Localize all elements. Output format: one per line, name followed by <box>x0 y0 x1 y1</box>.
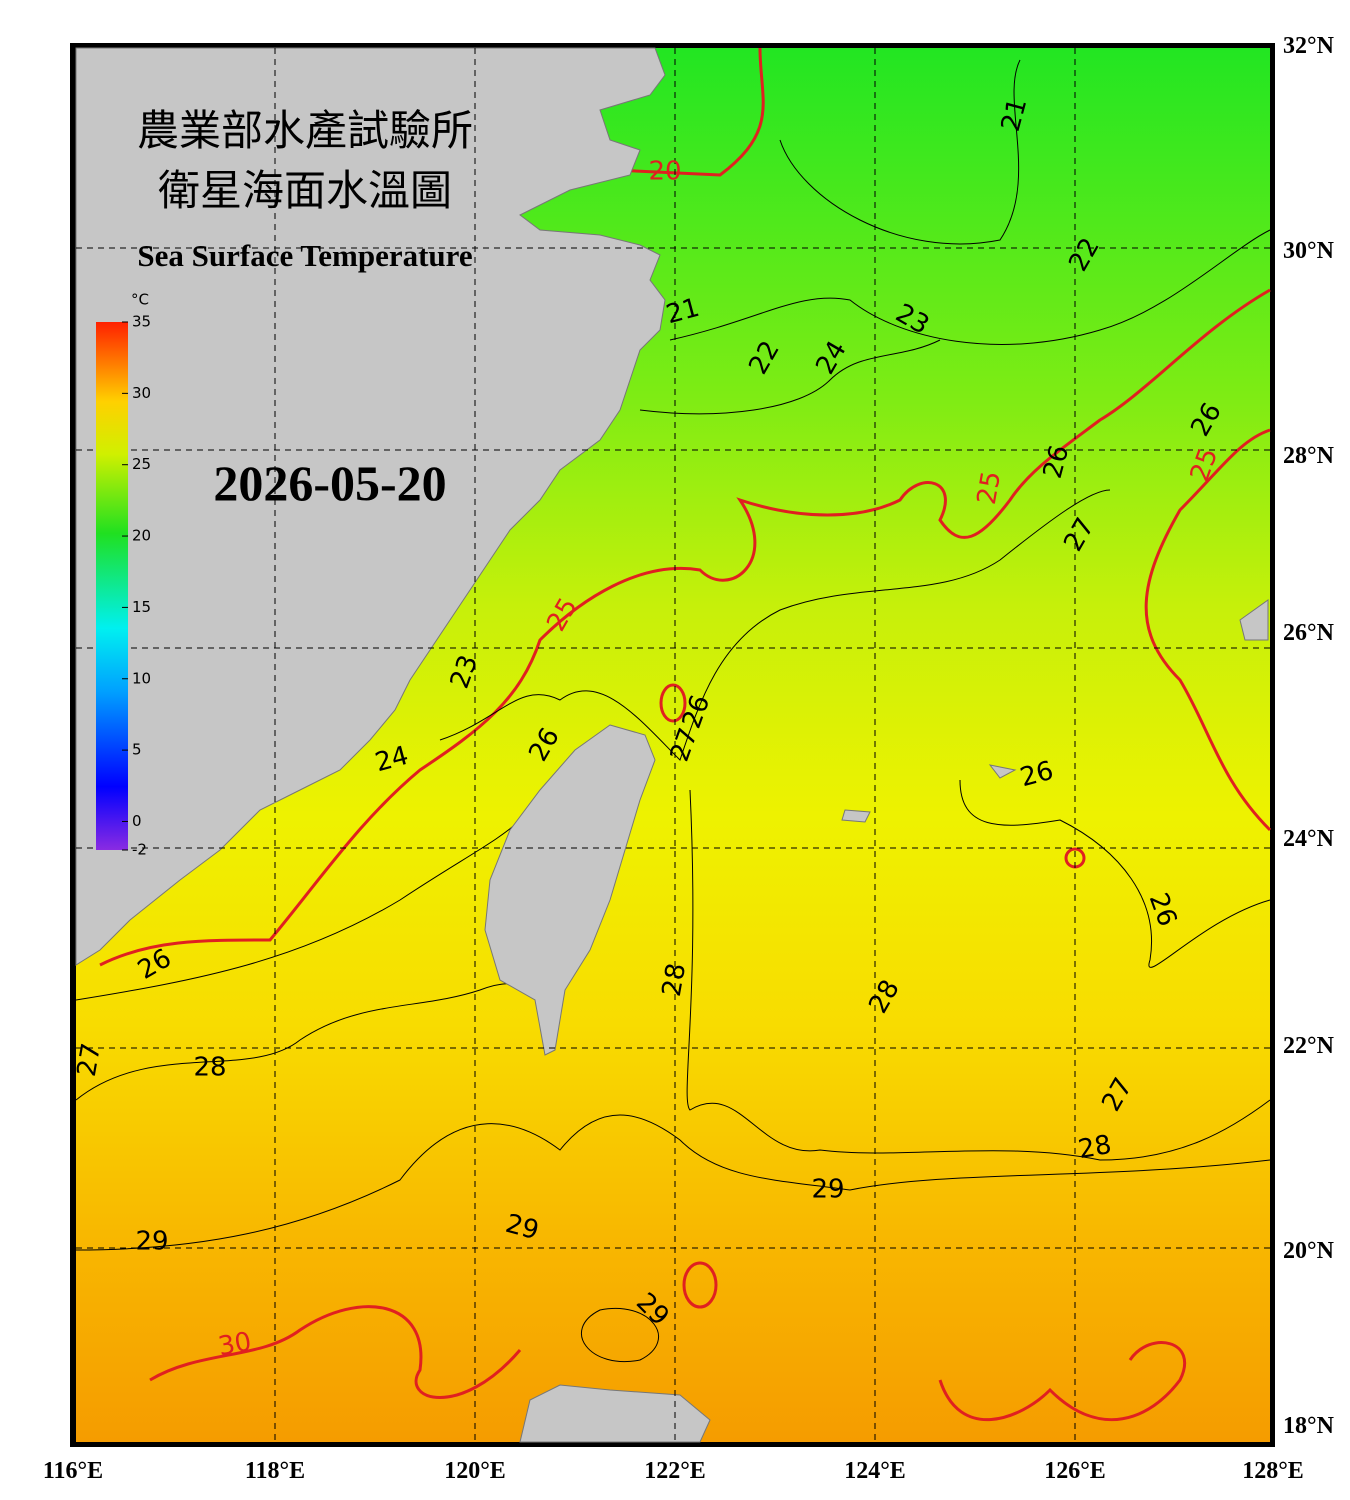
subtitle: Sea Surface Temperature <box>137 238 472 273</box>
land <box>75 47 1269 1443</box>
lat-label: 28°N <box>1283 443 1335 469</box>
lon-label: 116°E <box>43 1458 103 1484</box>
contour-label: 28 <box>657 961 692 999</box>
lat-label: 18°N <box>1283 1413 1335 1439</box>
colorbar-tick-label: 10 <box>132 669 151 687</box>
colorbar-tick-label: 0 <box>132 812 142 830</box>
contour-label: 27 <box>72 1041 107 1079</box>
lat-label: 24°N <box>1283 826 1335 852</box>
colorbar <box>96 322 128 850</box>
colorbar-tick-label: 5 <box>132 741 142 759</box>
lat-label: 26°N <box>1283 620 1335 646</box>
colorbar-tick-label: -2 <box>132 841 147 859</box>
contour-label: 28 <box>193 1053 226 1083</box>
colorbar-tick-label: 15 <box>132 598 151 616</box>
warm-contours <box>99 47 1272 1422</box>
contour-label: 25 <box>972 469 1007 507</box>
title-line: 農業部水產試驗所 <box>137 108 473 155</box>
lon-label: 120°E <box>444 1458 506 1484</box>
contour-label: 29 <box>135 1227 168 1257</box>
contour-label: 30 <box>216 1327 254 1362</box>
lon-label: 122°E <box>644 1458 706 1484</box>
colorbar-tick-label: 30 <box>132 384 151 402</box>
colorbar-tick-label: 35 <box>132 313 151 331</box>
lat-label: 22°N <box>1283 1033 1335 1059</box>
lon-label: 118°E <box>245 1458 305 1484</box>
title-line: 衛星海面水溫圖 <box>158 169 452 215</box>
lat-label: 20°N <box>1283 1238 1335 1264</box>
lat-label: 30°N <box>1283 238 1335 264</box>
contours <box>75 59 1271 1362</box>
colorbar-tick-label: 25 <box>132 455 151 473</box>
colorbar-unit: °C <box>131 291 149 309</box>
lon-label: 126°E <box>1044 1458 1106 1484</box>
graticule <box>76 48 1270 1442</box>
colorbar-tick-label: 20 <box>132 527 151 545</box>
lon-label: 124°E <box>844 1458 906 1484</box>
contour-label: 28 <box>1076 1130 1114 1165</box>
contour-label: 20 <box>648 157 681 187</box>
lat-label: 32°N <box>1283 33 1335 59</box>
lon-label: 128°E <box>1242 1458 1304 1484</box>
date: 2026-05-20 <box>213 455 446 511</box>
contour-label: 29 <box>811 1175 844 1205</box>
